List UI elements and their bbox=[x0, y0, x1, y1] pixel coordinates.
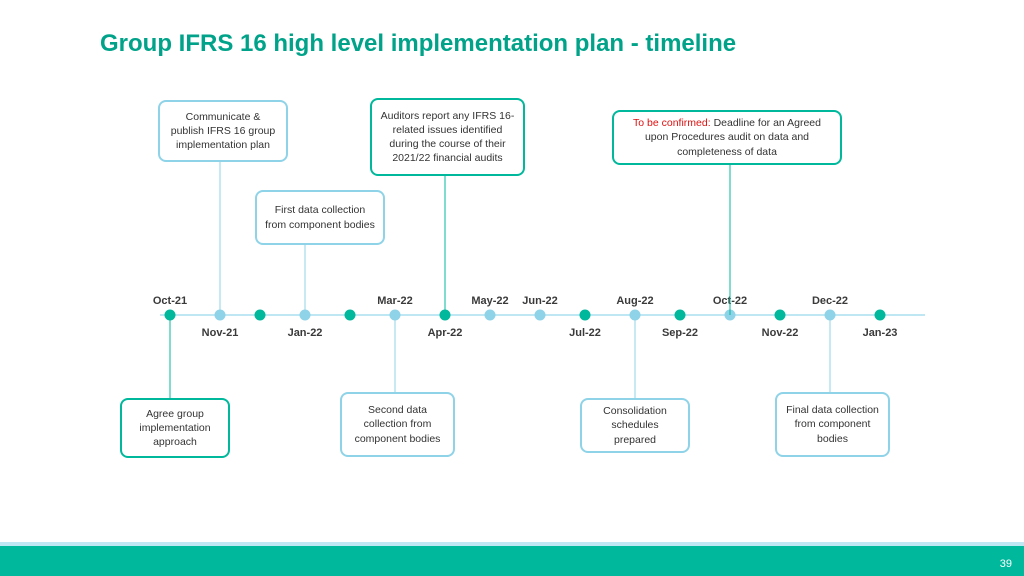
month-label: Dec-22 bbox=[812, 295, 848, 307]
connector-line bbox=[730, 165, 731, 315]
connector-line bbox=[220, 162, 221, 315]
timeline-diagram: Oct-21 Nov-21 Jan-22 Mar-22 Apr-22 May-22 Jun-… bbox=[0, 0, 1024, 576]
connector-line bbox=[395, 315, 396, 392]
month-label: Mar-22 bbox=[377, 295, 412, 307]
milestone-box: Consolidation schedules prepared bbox=[580, 398, 690, 453]
milestone-box: Final data collection from component bod… bbox=[775, 392, 890, 457]
connector-line bbox=[305, 245, 306, 315]
month-label: Jul-22 bbox=[569, 327, 601, 339]
footer-bar: 39 bbox=[0, 546, 1024, 576]
month-label: Jun-22 bbox=[522, 295, 557, 307]
month-label: Aug-22 bbox=[616, 295, 653, 307]
connector-line bbox=[635, 315, 636, 398]
timeline-dot bbox=[485, 310, 496, 321]
timeline-dot bbox=[255, 310, 266, 321]
month-label: May-22 bbox=[471, 295, 508, 307]
month-label: Oct-21 bbox=[153, 295, 187, 307]
milestone-box: Agree group implementation approach bbox=[120, 398, 230, 458]
timeline-dot bbox=[775, 310, 786, 321]
month-label: Apr-22 bbox=[428, 327, 463, 339]
month-label: Nov-21 bbox=[202, 327, 239, 339]
milestone-box: Second data collection from component bo… bbox=[340, 392, 455, 457]
connector-line bbox=[445, 176, 446, 315]
month-label: Jan-22 bbox=[288, 327, 323, 339]
footer-logo bbox=[30, 548, 80, 572]
month-label: Sep-22 bbox=[662, 327, 698, 339]
timeline-dot bbox=[535, 310, 546, 321]
milestone-box: First data collection from component bod… bbox=[255, 190, 385, 245]
timeline-dot bbox=[875, 310, 886, 321]
month-label: Jan-23 bbox=[863, 327, 898, 339]
timeline-dot bbox=[345, 310, 356, 321]
timeline-dot bbox=[580, 310, 591, 321]
milestone-box: To be confirmed: Deadline for an Agreed … bbox=[612, 110, 842, 165]
connector-line bbox=[170, 315, 171, 398]
milestone-box: Communicate & publish IFRS 16 group impl… bbox=[158, 100, 288, 162]
timeline-dot bbox=[675, 310, 686, 321]
connector-line bbox=[830, 315, 831, 392]
month-label: Nov-22 bbox=[762, 327, 799, 339]
milestone-box: Auditors report any IFRS 16-related issu… bbox=[370, 98, 525, 176]
page-number: 39 bbox=[1000, 558, 1012, 570]
